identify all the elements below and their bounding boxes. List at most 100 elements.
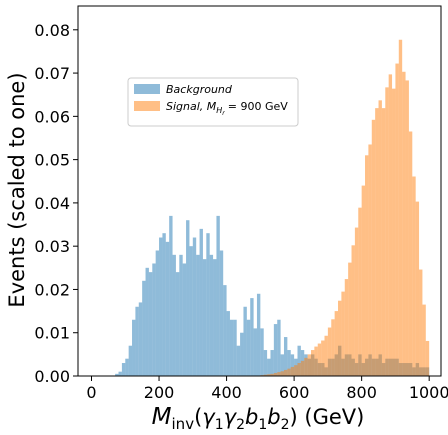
y-tick-label: 0.05 xyxy=(34,151,70,170)
signal-bar xyxy=(398,39,403,376)
signal-bar xyxy=(283,369,288,376)
background-bar xyxy=(175,272,180,376)
signal-bar xyxy=(287,368,291,376)
signal-bar xyxy=(338,300,342,376)
legend-signal-suffix: = 900 GeV xyxy=(228,100,288,113)
legend-signal-subsub: r xyxy=(222,110,225,117)
background-bar xyxy=(263,350,268,376)
background-bar xyxy=(138,302,143,376)
background-bar xyxy=(206,233,210,376)
signal-bar xyxy=(263,374,268,376)
legend-signal-prefix: Signal, M xyxy=(166,100,217,113)
signal-bar xyxy=(419,269,423,376)
signal-bar xyxy=(354,227,359,376)
signal-bar xyxy=(361,185,366,376)
signal-bar xyxy=(327,327,332,376)
y-tick-label: 0.01 xyxy=(34,324,70,343)
background-bar xyxy=(219,250,224,376)
legend-box xyxy=(127,77,299,127)
background-bar xyxy=(145,267,149,376)
signal-bar xyxy=(304,357,308,376)
background-bar xyxy=(202,259,207,376)
background-bar xyxy=(223,285,227,376)
background-bar xyxy=(155,250,160,376)
x-label-g2: γ xyxy=(224,405,238,429)
signal-bar xyxy=(317,343,322,376)
x-label-b2-sub: 2 xyxy=(281,417,290,433)
background-bar xyxy=(253,328,257,376)
legend-swatch-signal xyxy=(134,101,160,111)
background-bar xyxy=(270,350,274,376)
legend-swatch-background xyxy=(134,84,160,94)
background-bar xyxy=(192,237,197,376)
signal-bar xyxy=(321,340,325,376)
background-bar xyxy=(277,319,281,376)
x-tick-label: 1000 xyxy=(409,383,448,402)
signal-bar xyxy=(267,374,271,376)
background-bar xyxy=(182,263,187,376)
background-bar xyxy=(148,272,153,376)
signal-bar xyxy=(425,340,430,376)
signal-bar xyxy=(422,304,426,376)
y-tick-label: 0.06 xyxy=(34,107,70,126)
y-tick-label: 0.00 xyxy=(34,367,70,386)
background-bar xyxy=(152,263,156,376)
signal-bar xyxy=(310,350,315,376)
signal-bar xyxy=(290,366,295,376)
signal-bar xyxy=(331,319,335,376)
background-bar xyxy=(250,298,254,376)
signal-bar xyxy=(273,372,278,376)
signal-bar xyxy=(375,108,379,376)
background-bar xyxy=(209,254,214,376)
background-bar xyxy=(213,259,217,376)
background-bar xyxy=(179,254,183,376)
background-bar xyxy=(236,345,241,376)
y-tick-label: 0.08 xyxy=(34,21,70,40)
signal-bar xyxy=(297,363,301,376)
x-label-sub: inv xyxy=(172,415,195,433)
background-bar xyxy=(290,354,295,376)
signal-bar xyxy=(388,74,393,376)
background-bar xyxy=(273,324,278,376)
background-bar xyxy=(216,215,220,376)
background-bar xyxy=(240,332,244,376)
background-bar xyxy=(132,319,136,376)
x-tick-label: 0 xyxy=(86,383,96,402)
y-tick-label: 0.03 xyxy=(34,237,70,256)
background-bar xyxy=(128,345,133,376)
background-bar xyxy=(233,319,237,376)
background-bar xyxy=(260,328,264,376)
background-bar xyxy=(226,311,230,376)
x-axis-label: Minv(γ1γ2b1b2) (GeV) xyxy=(152,404,365,433)
signal-bar xyxy=(294,365,298,376)
background-bar xyxy=(118,371,122,376)
background-bar xyxy=(267,358,271,376)
background-bar xyxy=(199,228,203,376)
signal-bar xyxy=(314,346,318,376)
background-bar xyxy=(243,306,247,376)
background-bar xyxy=(287,350,291,376)
x-label-b1-sub: 1 xyxy=(258,417,267,433)
x-label-b2: b xyxy=(267,405,280,429)
signal-bar xyxy=(392,88,396,376)
signal-bars xyxy=(260,39,430,377)
background-bar xyxy=(246,319,251,376)
x-tick-label: 600 xyxy=(279,383,310,402)
y-tick-label: 0.04 xyxy=(34,194,70,213)
signal-bar xyxy=(402,71,406,377)
background-bar xyxy=(121,363,126,376)
signal-bar xyxy=(300,360,305,376)
background-bar xyxy=(256,293,261,376)
signal-bar xyxy=(358,207,362,376)
x-tick-label: 800 xyxy=(346,383,377,402)
x-label-unit: ) (GeV) xyxy=(290,405,365,429)
x-axis-ticks: 0 200 400 600 800 1000 xyxy=(86,376,448,402)
legend-signal-sub: H xyxy=(216,106,222,115)
background-bar xyxy=(142,280,146,376)
legend-label-background: Background xyxy=(166,83,233,96)
signal-bar xyxy=(280,371,284,376)
signal-bar xyxy=(415,201,420,376)
signal-bar xyxy=(270,373,274,376)
x-tick-label: 200 xyxy=(144,383,175,402)
signal-bar xyxy=(341,291,345,376)
